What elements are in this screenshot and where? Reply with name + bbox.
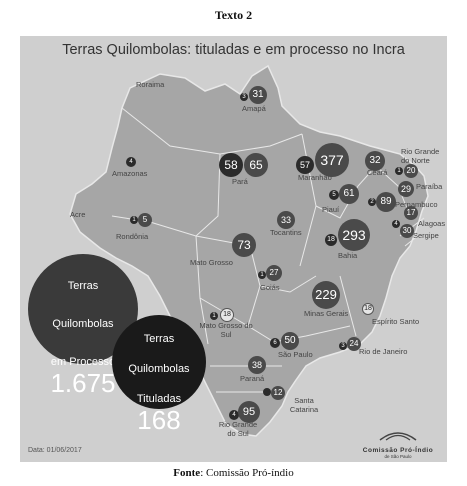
badge-processo-amazonas: 4 bbox=[126, 157, 136, 167]
badge-processo-piaui: 61 bbox=[339, 184, 359, 204]
total-processo-label-2: Quilombolas bbox=[52, 318, 114, 330]
badge-processo-parana: 38 bbox=[248, 356, 266, 374]
state-label-minas-gerais: Minas Gerais bbox=[304, 309, 349, 318]
state-label-bahia: Bahia bbox=[338, 251, 358, 260]
org-sub: de São Paulo bbox=[384, 454, 412, 459]
badge-processo-mato-grosso: 73 bbox=[232, 233, 256, 257]
badge-tituladas-rondonia: 1 bbox=[130, 216, 138, 224]
badge-tituladas-piaui: 5 bbox=[329, 190, 339, 200]
total-tituladas-value: 168 bbox=[137, 405, 181, 435]
badge-tituladas-para: 58 bbox=[219, 153, 243, 177]
badge-processo-paraiba: 29 bbox=[398, 181, 414, 197]
badge-processo-ceara: 32 bbox=[365, 151, 385, 171]
badge-processo-rondonia: 5 bbox=[138, 213, 152, 227]
badge-tituladas-rio-de-janeiro: 3 bbox=[339, 342, 347, 350]
badge-processo-minas-gerais: 229 bbox=[312, 281, 340, 309]
state-label-santa-catarina: Santa Catarina bbox=[289, 396, 319, 414]
org-logo: Comissão Pró-Índio de São Paulo bbox=[358, 428, 438, 459]
org-logo-icon bbox=[379, 432, 417, 441]
state-label-sao-paulo: São Paulo bbox=[278, 350, 313, 359]
total-tituladas-label-2: Quilombolas bbox=[128, 363, 190, 375]
date-note: Data: 01/06/2017 bbox=[28, 447, 82, 454]
badge-tituladas-amapa: 3 bbox=[240, 93, 248, 101]
badge-tituladas-sergipe: 4 bbox=[392, 220, 400, 228]
badge-tituladas-pernambuco: 2 bbox=[368, 198, 376, 206]
badge-tituladas-rio-grande-do-norte: 1 bbox=[395, 167, 403, 175]
state-label-rio-grande-do-sul: Rio Grande do Sul bbox=[218, 420, 258, 438]
source-text: : Comissão Pró-índio bbox=[200, 467, 294, 479]
badge-processo-tocantins: 33 bbox=[277, 211, 295, 229]
badge-tituladas-maranhao: 57 bbox=[296, 156, 314, 174]
state-label-espirito-santo: Espírito Santo bbox=[372, 317, 420, 326]
badge-tituladas-sao-paulo: 6 bbox=[270, 338, 280, 348]
badge-processo-mato-grosso-do-sul: 18 bbox=[220, 308, 234, 322]
state-label-sergipe: Sergipe bbox=[413, 231, 439, 240]
figure-caption: Texto 2 bbox=[214, 8, 253, 22]
badge-processo-alagoas: 17 bbox=[404, 206, 418, 220]
badge-processo-espirito-santo: 18 bbox=[362, 303, 374, 315]
total-tituladas-label-1: Terras bbox=[143, 333, 175, 345]
state-label-parana: Paraná bbox=[240, 374, 265, 383]
state-label-piaui: Piauí bbox=[322, 205, 340, 214]
state-label-mato-grosso-do-sul: Mato Grosso do Sul bbox=[199, 321, 253, 339]
state-label-goias: Goiás bbox=[260, 283, 280, 292]
total-processo-label-1: Terras bbox=[67, 280, 99, 292]
badge-processo-amapa: 31 bbox=[249, 86, 267, 104]
badge-processo-para: 65 bbox=[244, 153, 268, 177]
badge-tituladas-rio-grande-do-sul: 4 bbox=[229, 410, 239, 420]
badge-processo-goias: 27 bbox=[266, 265, 282, 281]
badge-processo-sergipe: 30 bbox=[400, 224, 414, 238]
state-label-rio-grande-do-norte: Rio Grande do Norte bbox=[401, 147, 440, 165]
total-processo-label-3: em Processo bbox=[50, 356, 116, 368]
state-label-tocantins: Tocantins bbox=[270, 228, 302, 237]
state-label-paraiba: Paraíba bbox=[416, 182, 443, 191]
state-label-rondonia: Rondônia bbox=[116, 232, 149, 241]
total-processo-value: 1.675 bbox=[50, 368, 116, 398]
badge-tituladas-santa-catarina-dot bbox=[263, 388, 271, 396]
state-label-rio-de-janeiro: Rio de Janeiro bbox=[359, 347, 408, 356]
state-label-ceara: Ceará bbox=[367, 168, 388, 177]
map-title: Terras Quilombolas: tituladas e em proce… bbox=[62, 42, 405, 58]
map-panel: Terras Quilombolas: tituladas e em proce… bbox=[20, 36, 447, 462]
badge-processo-rio-grande-do-sul: 95 bbox=[238, 401, 260, 423]
state-label-alagoas: Alagoas bbox=[418, 219, 446, 228]
state-label-maranhao: Maranhão bbox=[298, 173, 332, 182]
state-label-acre: Acre bbox=[70, 210, 86, 219]
total-tituladas-circle: Terras Quilombolas Tituladas 168 bbox=[112, 315, 206, 435]
org-name: Comissão Pró-Índio bbox=[362, 447, 434, 454]
badge-processo-santa-catarina: 12 bbox=[271, 386, 285, 400]
badge-processo-rio-grande-do-norte: 20 bbox=[404, 164, 418, 178]
badge-processo-pernambuco: 89 bbox=[376, 192, 396, 212]
badge-processo-rio-de-janeiro: 24 bbox=[347, 337, 361, 351]
badge-processo-sao-paulo: 50 bbox=[281, 332, 299, 350]
state-label-para: Pará bbox=[232, 177, 248, 186]
badge-tituladas-mato-grosso-do-sul: 1 bbox=[210, 312, 218, 320]
badge-tituladas-goias: 1 bbox=[258, 271, 266, 279]
state-label-pernambuco: Pernambuco bbox=[395, 200, 438, 209]
state-label-mato-grosso: Mato Grosso bbox=[190, 258, 233, 267]
badge-processo-bahia: 293 bbox=[338, 219, 370, 251]
badge-tituladas-bahia: 18 bbox=[325, 234, 337, 246]
badge-processo-maranhao: 377 bbox=[315, 143, 349, 177]
total-tituladas-label-3: Tituladas bbox=[136, 393, 182, 405]
source-label: Fonte bbox=[173, 467, 201, 479]
state-label-amapa: Amapá bbox=[242, 104, 266, 113]
source-line: Fonte: Comissão Pró-índio bbox=[0, 467, 467, 479]
state-label-roraima: Roraima bbox=[136, 80, 165, 89]
state-label-amazonas: Amazonas bbox=[112, 169, 148, 178]
